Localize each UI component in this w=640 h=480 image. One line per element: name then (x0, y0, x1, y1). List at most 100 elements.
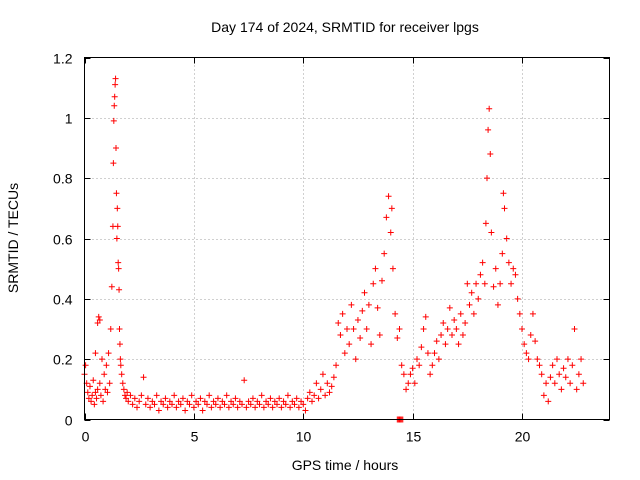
data-point (540, 392, 547, 399)
y-tick-label: 0.4 (53, 292, 73, 308)
data-point (512, 271, 519, 278)
data-point (91, 401, 98, 408)
y-tick-label: 0.2 (53, 352, 73, 368)
data-point (319, 371, 326, 378)
data-point (490, 283, 497, 290)
data-point (411, 380, 418, 387)
data-point (352, 356, 359, 363)
data-point (169, 401, 175, 408)
data-point (554, 356, 560, 363)
data-point (562, 374, 569, 381)
x-tick-label: 5 (191, 429, 199, 445)
data-point (519, 326, 525, 332)
data-point (105, 350, 112, 357)
data-point (569, 362, 576, 369)
y-tick-label: 0 (65, 413, 73, 429)
data-point (346, 341, 353, 348)
data-points (81, 75, 587, 423)
data-point (111, 93, 118, 100)
data-point (112, 75, 119, 82)
data-point (525, 356, 532, 363)
data-point (368, 341, 375, 348)
data-point (558, 386, 565, 393)
data-point (92, 350, 99, 357)
data-point (112, 81, 119, 88)
data-point (186, 401, 193, 408)
data-point (171, 392, 178, 399)
data-point (140, 374, 147, 381)
data-point (158, 398, 165, 405)
data-point (88, 398, 95, 405)
data-point (298, 398, 305, 405)
data-point (516, 310, 523, 317)
y-axis-label: SRMTID / TECUs (5, 183, 21, 293)
data-point (400, 371, 407, 378)
data-point (424, 350, 431, 357)
data-point (115, 259, 122, 266)
data-point (545, 398, 552, 405)
data-point (481, 280, 488, 287)
data-point (300, 401, 307, 408)
data-point (149, 398, 156, 405)
data-point (394, 335, 401, 342)
data-point (396, 326, 403, 332)
data-point (177, 401, 184, 408)
data-point (459, 332, 466, 339)
data-point (214, 395, 221, 402)
data-point (116, 326, 123, 332)
data-point (477, 271, 484, 278)
data-point (438, 332, 445, 339)
data-point (153, 392, 160, 399)
data-point (564, 356, 571, 363)
data-point (136, 398, 143, 405)
data-point (265, 401, 272, 408)
data-point (210, 398, 217, 405)
data-point (243, 404, 250, 411)
data-point (217, 404, 224, 411)
data-point (503, 235, 510, 242)
data-point (508, 280, 515, 287)
data-point (475, 295, 482, 302)
data-point (278, 404, 285, 411)
data-point (494, 301, 501, 308)
data-point (101, 371, 108, 378)
data-point (484, 175, 490, 182)
data-point (532, 338, 539, 345)
data-point (313, 380, 320, 387)
data-point (256, 401, 263, 408)
data-point (556, 371, 563, 378)
data-point (94, 319, 101, 326)
data-point (488, 229, 495, 236)
data-point (197, 395, 204, 402)
data-point (370, 280, 377, 287)
data-point (219, 398, 226, 405)
data-point (93, 395, 100, 402)
data-point (116, 286, 123, 293)
data-point (131, 395, 138, 402)
data-point (379, 277, 385, 284)
data-point (442, 341, 449, 348)
data-point (206, 392, 213, 399)
data-point (444, 326, 451, 332)
data-point (94, 386, 101, 393)
data-point (239, 401, 245, 408)
data-point (536, 362, 543, 369)
data-point (482, 220, 489, 227)
data-point (291, 401, 298, 408)
data-point (451, 316, 458, 323)
data-point (284, 392, 291, 399)
data-point (263, 398, 270, 405)
data-point (129, 401, 136, 408)
data-point (523, 350, 530, 357)
data-point (232, 395, 239, 402)
y-tick-label: 0.6 (53, 232, 73, 248)
data-point (208, 404, 215, 411)
data-point (468, 289, 475, 296)
data-point (289, 398, 296, 405)
data-point (86, 383, 93, 390)
data-point (119, 380, 126, 387)
data-point (90, 377, 97, 384)
data-point (223, 392, 230, 399)
data-point (184, 398, 191, 405)
data-point (457, 310, 464, 317)
